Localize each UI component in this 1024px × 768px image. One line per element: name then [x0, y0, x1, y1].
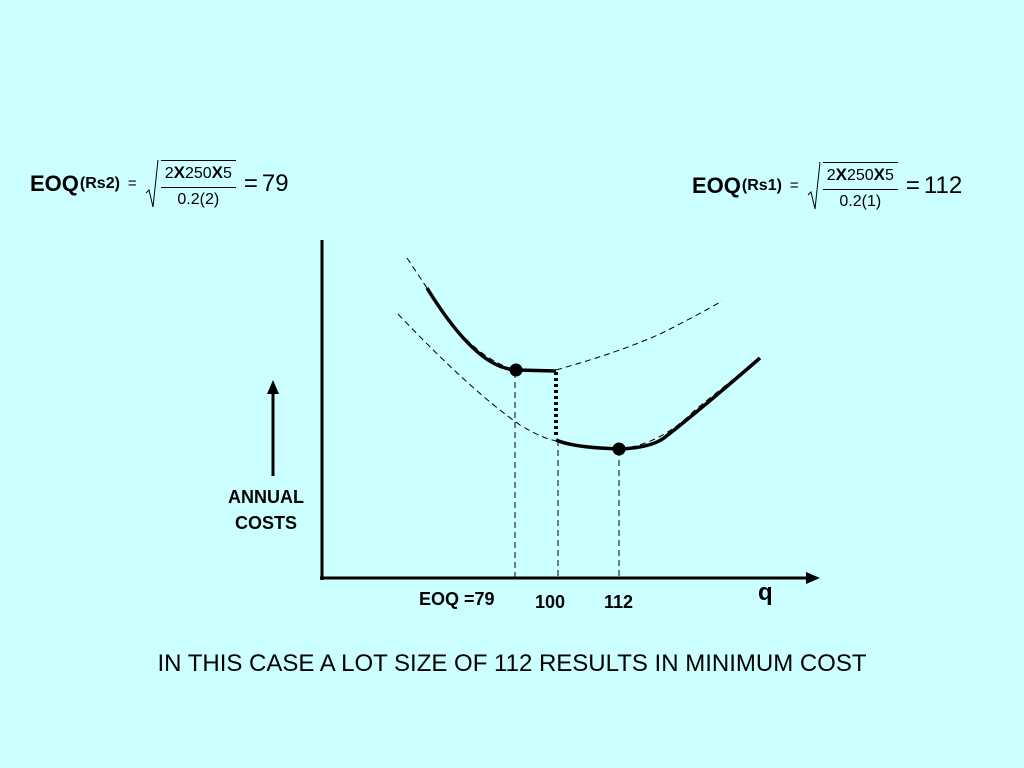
formula-left-numerator: 2X250X5 [160, 161, 236, 188]
formula-right: EOQ (Rs1) = 2X250X5 0.2(1) = 112 [692, 160, 962, 211]
formula-left-sqrt: 2X250X5 0.2(2) [145, 158, 236, 209]
formula-right-equals: = [789, 177, 799, 194]
point-eoq-79 [509, 363, 523, 377]
dashed-curve-rs1 [397, 313, 761, 450]
formula-left-subscript: (Rs2) [79, 174, 120, 192]
x-axis-label: q [758, 579, 773, 606]
y-axis-label-line2: COSTS [234, 513, 297, 533]
up-arrow-icon [267, 380, 279, 394]
y-axis-label: ANNUAL COSTS [214, 484, 318, 536]
tick-label-112: 112 [604, 592, 634, 612]
formula-left-equals: = [127, 175, 137, 192]
formula-left: EOQ (Rs2) = 2X250X5 0.2(2) = 79 [30, 158, 289, 209]
formula-right-result: = 112 [905, 171, 963, 199]
formula-right-label: EOQ [692, 172, 741, 198]
formula-left-label: EOQ [30, 170, 79, 196]
formula-right-subscript: (Rs1) [741, 176, 782, 194]
formula-left-fraction: 2X250X5 0.2(2) [160, 160, 236, 209]
formula-right-sqrt: 2X250X5 0.2(1) [807, 160, 898, 211]
formula-right-numerator: 2X250X5 [822, 163, 898, 190]
y-axis-label-line1: ANNUAL [228, 487, 304, 507]
radical-sign-icon [145, 159, 159, 207]
formula-left-denominator: 0.2(2) [177, 191, 220, 208]
caption: IN THIS CASE A LOT SIZE OF 112 RESULTS I… [157, 650, 867, 677]
solid-curve-segment-2 [555, 356, 762, 451]
x-axis-arrowhead-icon [806, 572, 820, 584]
dashed-curve-rs2 [406, 257, 723, 371]
radical-sign-icon [807, 161, 821, 209]
tick-label-100: 100 [535, 592, 566, 612]
formula-right-fraction: 2X250X5 0.2(1) [822, 162, 898, 211]
formula-right-denominator: 0.2(1) [839, 193, 882, 210]
point-112 [612, 442, 626, 456]
tick-label-eoq: EOQ =79 [419, 589, 495, 609]
solid-curve-segment-1 [425, 287, 557, 373]
formula-left-result: = 79 [243, 169, 289, 197]
